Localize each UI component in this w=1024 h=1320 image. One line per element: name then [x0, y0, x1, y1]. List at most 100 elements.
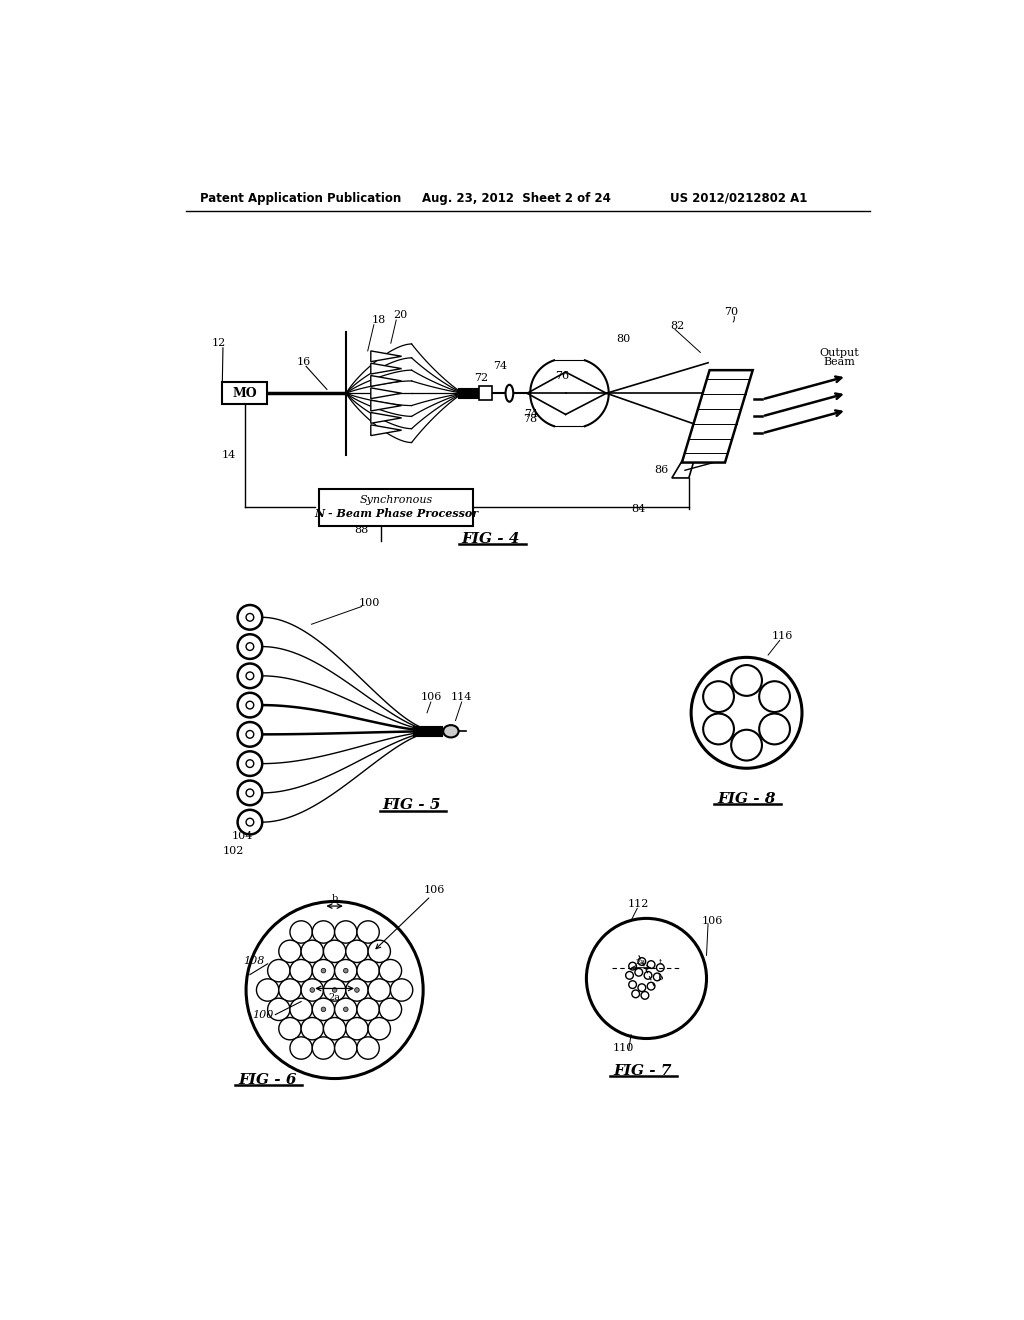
Text: Output: Output [819, 348, 859, 358]
Circle shape [357, 1036, 379, 1059]
Text: 112: 112 [628, 899, 649, 908]
Circle shape [324, 1018, 346, 1040]
Text: 20: 20 [393, 310, 408, 321]
Text: FIG - 4: FIG - 4 [462, 532, 520, 545]
Polygon shape [371, 376, 401, 387]
Circle shape [731, 665, 762, 696]
Polygon shape [682, 370, 753, 462]
Polygon shape [672, 447, 698, 478]
Text: t: t [658, 957, 662, 965]
Bar [222, 383, 267, 404]
Circle shape [346, 1018, 368, 1040]
Text: 104: 104 [231, 832, 253, 841]
Circle shape [324, 979, 346, 1001]
Circle shape [301, 1018, 324, 1040]
Circle shape [368, 979, 390, 1001]
Text: 14: 14 [222, 450, 237, 459]
Circle shape [703, 681, 734, 711]
Circle shape [256, 979, 279, 1001]
Circle shape [246, 789, 254, 797]
Text: 18: 18 [372, 315, 386, 325]
Circle shape [238, 751, 262, 776]
Polygon shape [371, 388, 401, 399]
Circle shape [638, 958, 646, 965]
Text: US 2012/0212802 A1: US 2012/0212802 A1 [670, 191, 807, 205]
Circle shape [346, 940, 368, 962]
Circle shape [290, 1036, 312, 1059]
Text: 74: 74 [524, 409, 538, 418]
Text: 70: 70 [724, 308, 738, 317]
Circle shape [357, 921, 379, 944]
Circle shape [310, 987, 314, 993]
Circle shape [290, 998, 312, 1020]
Text: Aug. 23, 2012  Sheet 2 of 24: Aug. 23, 2012 Sheet 2 of 24 [422, 191, 610, 205]
Polygon shape [371, 400, 401, 411]
Circle shape [335, 998, 357, 1020]
Text: 2a: 2a [329, 993, 341, 1002]
Circle shape [301, 940, 324, 962]
Circle shape [379, 960, 401, 982]
Circle shape [357, 960, 379, 982]
Circle shape [322, 969, 326, 973]
Circle shape [279, 1018, 301, 1040]
Text: FIG - 8: FIG - 8 [717, 792, 776, 807]
Circle shape [238, 722, 262, 747]
Text: 12: 12 [212, 338, 226, 348]
Circle shape [638, 983, 646, 991]
Circle shape [357, 998, 379, 1020]
Circle shape [335, 960, 357, 982]
Circle shape [343, 1007, 348, 1011]
Circle shape [703, 714, 734, 744]
Text: MO: MO [232, 387, 257, 400]
Circle shape [653, 973, 662, 981]
Polygon shape [371, 412, 401, 424]
Polygon shape [371, 425, 401, 436]
Circle shape [238, 809, 262, 834]
Circle shape [644, 972, 652, 979]
Circle shape [322, 1007, 326, 1011]
Circle shape [279, 979, 301, 1001]
Ellipse shape [443, 725, 459, 738]
Circle shape [238, 693, 262, 718]
Polygon shape [371, 363, 401, 374]
Circle shape [641, 991, 649, 999]
Circle shape [390, 979, 413, 1001]
Circle shape [312, 960, 335, 982]
Text: 116: 116 [772, 631, 794, 640]
Circle shape [267, 998, 290, 1020]
Text: FIG - 5: FIG - 5 [382, 799, 441, 812]
Text: Patent Application Publication: Patent Application Publication [200, 191, 401, 205]
Circle shape [279, 940, 301, 962]
Circle shape [587, 919, 707, 1039]
Ellipse shape [506, 384, 513, 401]
Text: 102: 102 [222, 846, 244, 857]
Text: 100: 100 [358, 598, 380, 609]
Text: b: b [332, 894, 338, 903]
Circle shape [635, 969, 643, 977]
Circle shape [246, 643, 254, 651]
Circle shape [759, 714, 790, 744]
Circle shape [647, 982, 655, 990]
Text: b: b [657, 974, 663, 982]
Text: FIG - 6: FIG - 6 [239, 1073, 297, 1088]
Text: 2a: 2a [635, 957, 645, 965]
Circle shape [238, 664, 262, 688]
Text: 78: 78 [523, 413, 538, 424]
Circle shape [267, 960, 290, 982]
Circle shape [312, 921, 335, 944]
Text: Synchronous: Synchronous [359, 495, 433, 504]
Circle shape [312, 998, 335, 1020]
Text: 100: 100 [252, 1010, 273, 1019]
Circle shape [246, 730, 254, 738]
Circle shape [246, 672, 254, 680]
Circle shape [335, 1036, 357, 1059]
Circle shape [691, 657, 802, 768]
Circle shape [629, 962, 637, 970]
Text: 110: 110 [612, 1043, 634, 1053]
Circle shape [238, 605, 262, 630]
Circle shape [656, 964, 665, 972]
Circle shape [238, 635, 262, 659]
Text: Beam: Beam [823, 358, 855, 367]
Circle shape [246, 760, 254, 767]
Circle shape [246, 818, 254, 826]
